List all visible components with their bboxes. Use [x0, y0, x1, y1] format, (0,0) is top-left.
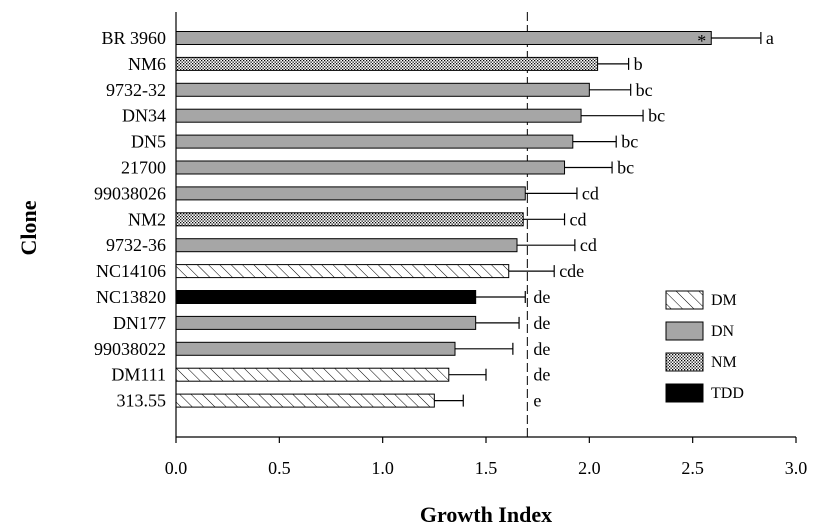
clone-label: NC14106: [96, 261, 166, 281]
clone-label: 99038026: [94, 183, 166, 203]
clone-label: 313.55: [117, 391, 167, 411]
clone-label: 21700: [121, 158, 166, 178]
bar: [175, 341, 456, 356]
legend-swatch-nm: [665, 352, 704, 372]
clone-label: NM2: [128, 209, 166, 229]
clone-label: DN177: [113, 313, 166, 333]
bar: [175, 315, 477, 330]
legend-swatch-dm: [665, 290, 704, 310]
significance-label: bc: [621, 132, 638, 152]
significance-label: bc: [648, 106, 665, 126]
significance-label: bc: [636, 80, 653, 100]
asterisk-marker: *: [697, 31, 706, 51]
x-tick-label: 2.0: [578, 458, 601, 478]
significance-label: cd: [582, 183, 599, 203]
x-tick-label: 1.0: [371, 458, 394, 478]
clone-label: DN34: [122, 106, 166, 126]
y-axis-title: Clone: [16, 200, 41, 255]
significance-label: bc: [617, 158, 634, 178]
bar: [175, 82, 590, 97]
x-axis-title: Growth Index: [420, 502, 552, 527]
clone-label: DN5: [131, 132, 166, 152]
bar: [175, 56, 599, 71]
legend-label-nm: NM: [711, 354, 737, 371]
x-tick-label: 0.5: [268, 458, 291, 478]
legend-label-dm: DM: [711, 292, 737, 309]
bar: [175, 264, 510, 279]
x-tick-label: 2.5: [681, 458, 704, 478]
clone-label: 9732-32: [106, 80, 166, 100]
clone-label: BR 3960: [101, 28, 166, 48]
clone-label: NC13820: [96, 287, 166, 307]
bar: [175, 108, 582, 123]
bar: [175, 367, 450, 382]
bar: [175, 290, 477, 304]
bar: [175, 212, 524, 227]
significance-label: cde: [559, 261, 584, 281]
bar: [175, 238, 518, 253]
x-tick-label: 0.0: [165, 458, 188, 478]
bar: [175, 160, 566, 175]
legend-swatch-dn: [665, 321, 704, 341]
significance-label: de: [533, 313, 550, 333]
bar: [175, 31, 712, 45]
significance-label: e: [533, 391, 541, 411]
significance-label: de: [533, 339, 550, 359]
significance-label: cd: [570, 209, 587, 229]
significance-label: b: [634, 54, 643, 74]
significance-label: cd: [580, 235, 597, 255]
bar: [175, 393, 435, 408]
bar: [175, 134, 574, 149]
significance-label: a: [766, 28, 774, 48]
clone-label: DM111: [111, 365, 166, 385]
legend-label-tdd: TDD: [711, 385, 744, 402]
clone-label: 9732-36: [106, 235, 166, 255]
clone-label: NM6: [128, 54, 166, 74]
bar: [175, 186, 526, 201]
clone-label: 99038022: [94, 339, 166, 359]
significance-label: de: [533, 287, 550, 307]
x-tick-label: 3.0: [785, 458, 808, 478]
legend-swatch-tdd: [665, 383, 704, 403]
significance-label: de: [533, 365, 550, 385]
legend-label-dn: DN: [711, 323, 735, 340]
x-tick-label: 1.5: [475, 458, 498, 478]
